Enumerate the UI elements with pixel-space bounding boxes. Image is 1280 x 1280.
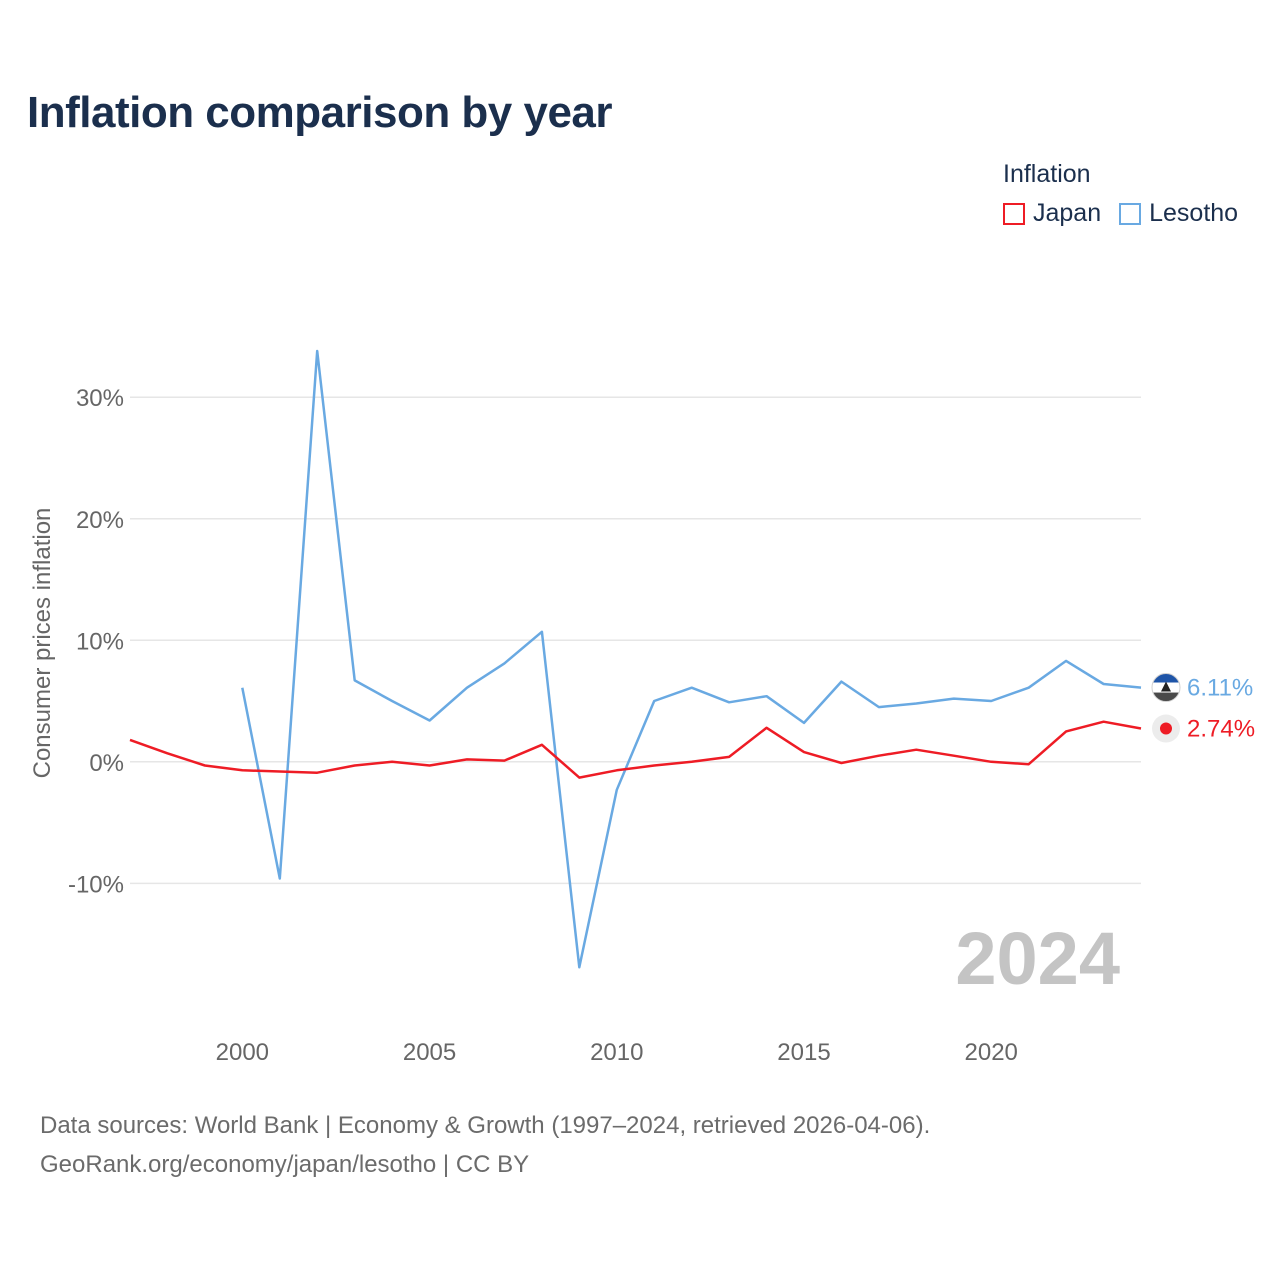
end-marker-lesotho (1151, 673, 1181, 703)
footer-sources: Data sources: World Bank | Economy & Gro… (40, 1112, 931, 1139)
footer: Data sources: World Bank | Economy & Gro… (40, 1106, 930, 1184)
legend-item-japan[interactable]: Japan (1003, 199, 1101, 228)
y-tick-label: 30% (76, 385, 124, 412)
end-label-lesotho: 6.11% (1187, 675, 1253, 702)
legend-swatch-japan (1003, 202, 1025, 225)
x-tick-label: 2005 (403, 1039, 456, 1066)
x-tick-label: 2010 (590, 1039, 643, 1066)
legend-title: Inflation (1003, 160, 1091, 188)
chart-title: Inflation comparison by year (27, 88, 613, 137)
series-line-lesotho[interactable] (241, 349, 1142, 969)
y-tick-label: 20% (76, 507, 124, 534)
x-tick-label: 2000 (216, 1039, 269, 1066)
end-label-japan: 2.74% (1187, 716, 1255, 743)
legend-item-lesotho[interactable]: Lesotho (1119, 199, 1238, 228)
x-tick-label: 2020 (965, 1039, 1018, 1066)
x-tick-label: 2015 (777, 1039, 830, 1066)
year-watermark: 2024 (955, 917, 1120, 1000)
line-chart: 2024 -10% 0% 10% 20% 30% 2000 2005 2010 2015 2020… (29, 349, 1255, 1066)
footer-link[interactable]: GeoRank.org/economy/japan/lesotho | CC B… (40, 1151, 530, 1178)
legend: Inflation Japan Lesotho (1003, 160, 1263, 228)
end-marker-japan (1152, 714, 1180, 743)
y-tick-label: 0% (89, 750, 124, 777)
legend-label-japan: Japan (1033, 199, 1102, 227)
legend-swatch-lesotho (1119, 202, 1142, 225)
y-tick-label: -10% (68, 871, 124, 898)
legend-label-lesotho: Lesotho (1149, 199, 1239, 227)
lesotho-flag-icon (1152, 673, 1180, 702)
y-axis-label: Consumer prices inflation (29, 508, 56, 779)
y-tick-label: 10% (76, 628, 124, 655)
series-line-japan[interactable] (129, 720, 1142, 779)
